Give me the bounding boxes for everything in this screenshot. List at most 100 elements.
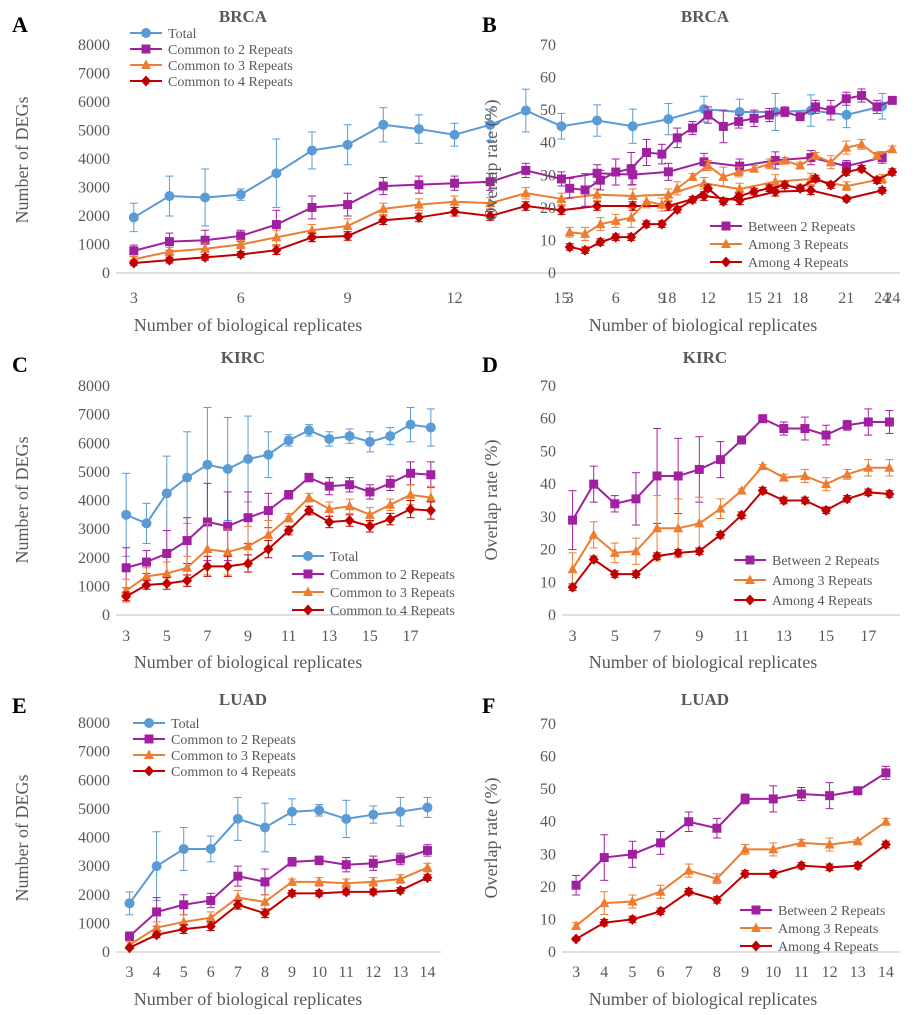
panel-a-data-point [735, 161, 745, 171]
panel-c-legend-marker [303, 569, 313, 579]
panel-a-letter: A [12, 12, 28, 37]
panel-d-series-line [571, 489, 890, 588]
panel-f-x-tick-label: 4 [600, 964, 608, 981]
panel-c-data-point [324, 433, 335, 444]
panel-a-data-point [805, 184, 816, 196]
panel-c-y-tick-label: 3000 [78, 521, 110, 538]
panel-e-x-tick-label: 9 [288, 964, 296, 981]
panel-c-data-point [243, 513, 253, 523]
panel-c-data-point [162, 548, 172, 558]
panel-b: B BRCA 0 10 20 30 40 50 60 70 3 6 9 12 15 18 21 24 Number … [481, 7, 900, 335]
panel-f-data-point [655, 886, 666, 896]
panel-b-x-tick-label: 21 [838, 290, 854, 307]
panel-e-data-point [395, 873, 406, 884]
panel-b-data-point [687, 194, 698, 206]
panel-b-series-line [569, 143, 893, 235]
panel-e-y-axis-label: Number of DEGs [12, 775, 32, 902]
panel-e-y-tick-label: 8000 [78, 715, 110, 732]
panel-e-data-point [124, 898, 135, 909]
panel-c-x-tick-label: 3 [122, 628, 130, 645]
panel-c-data-point [243, 453, 254, 464]
panel-f-legend-marker [751, 940, 761, 952]
panel-f-data-point [825, 791, 835, 801]
panel-e-legend-label: Common to 4 Repeats [171, 765, 296, 780]
panel-a-data-point [485, 197, 496, 208]
panel-e-y-tick-label: 5000 [78, 801, 110, 818]
panel-b-series-2 [564, 163, 898, 256]
panel-f-data-point [740, 843, 751, 854]
panel-b-y-tick-label: 60 [540, 70, 556, 87]
panel-f-y-tick-label: 30 [540, 846, 556, 863]
panel-a-data-point [450, 178, 460, 188]
panel-a-data-point [378, 203, 389, 213]
panel-e-y-tick-label: 6000 [78, 772, 110, 789]
panel-e-series-line [129, 866, 428, 946]
panel-a-data-point [520, 105, 531, 116]
panel-a-data-point [592, 189, 603, 199]
panel-e-data-point [368, 858, 378, 868]
panel-d-data-point [694, 517, 705, 528]
panel-f-legend-label: Between 2 Repeats [778, 904, 885, 919]
panel-b-data-point [733, 190, 744, 202]
panel-a-legend-marker [141, 59, 151, 69]
panel-a-data-point [342, 139, 353, 150]
panel-d-x-tick-label: 3 [569, 628, 577, 645]
panel-c-data-point [303, 425, 314, 436]
panel-e-series-2 [124, 862, 433, 949]
panel-f-legend-entry: Between 2 Repeats [740, 904, 885, 919]
panel-c-data-point [202, 543, 213, 554]
panel-a-data-point [307, 145, 317, 156]
panel-d-data-point [842, 468, 853, 479]
panel-d-data-point [715, 529, 726, 541]
panel-a-data-point [556, 204, 567, 216]
panel-a-data-point [592, 168, 602, 178]
panel-a-data-point [485, 119, 496, 130]
panel-b-y-tick-label: 70 [540, 37, 556, 54]
panel-b-legend-marker [721, 238, 731, 248]
panel-d-data-point [567, 563, 578, 574]
panel-a-x-tick-label: 24 [874, 290, 890, 307]
panel-a-data-point [414, 180, 424, 190]
panel-d-data-point [588, 529, 599, 539]
panel-b-data-point [887, 166, 898, 178]
panel-e-x-tick-label: 14 [419, 964, 435, 981]
panel-c-legend-marker [303, 551, 313, 561]
panel-c-data-point [425, 505, 436, 517]
panel-d-x-axis-label: Number of biological replicates [589, 652, 817, 672]
panel-f-data-point [683, 865, 694, 875]
panel-d-legend-entry: Among 4 Repeats [734, 594, 872, 609]
panel-f-data-point [627, 849, 637, 859]
panel-e-data-point [422, 872, 433, 884]
panel-f-x-tick-label: 13 [850, 964, 866, 981]
panel-f-x-tick-label: 8 [713, 964, 721, 981]
panel-d-data-point [609, 568, 620, 580]
panel-c-series-line [125, 472, 431, 569]
panel-e-series-line [129, 876, 428, 949]
panel-f-x-tick-label: 3 [572, 964, 580, 981]
panel-c-data-point [283, 512, 294, 522]
panel-a-data-point [307, 224, 317, 235]
panel-a-data-point [271, 231, 282, 242]
panel-d-title: KIRC [683, 348, 727, 367]
panel-b-series-1 [564, 138, 898, 241]
panel-d-data-point [715, 455, 725, 465]
panel-c-data-point [405, 419, 416, 430]
panel-f-data-point [571, 920, 582, 930]
panel-c-data-point [263, 529, 274, 539]
panel-a-y-axis-label: Number of DEGs [12, 97, 32, 224]
panel-e-data-point [125, 931, 135, 941]
panel-c-series-1 [121, 461, 436, 589]
panel-a-series-line [133, 156, 883, 252]
panel-c: C KIRC 0 1000 2000 3000 4000 5000 6000 7000 8000 3 5… [12, 348, 455, 672]
panel-f-letter: F [482, 693, 495, 718]
panel-b-x-tick-label: 12 [700, 290, 716, 307]
panel-a-x-axis-label: Number of biological replicates [134, 315, 362, 335]
panel-c-data-point [385, 431, 396, 442]
panel-e-x-tick-label: 5 [180, 964, 188, 981]
panel-e-data-point [232, 813, 243, 824]
panel-d-x-tick-label: 17 [860, 628, 876, 645]
panel-a-x-tick-label: 9 [344, 290, 352, 307]
panel-b-data-point [595, 236, 606, 248]
panel-a-series-0 [128, 88, 888, 233]
panel-b-letter: B [482, 12, 497, 37]
